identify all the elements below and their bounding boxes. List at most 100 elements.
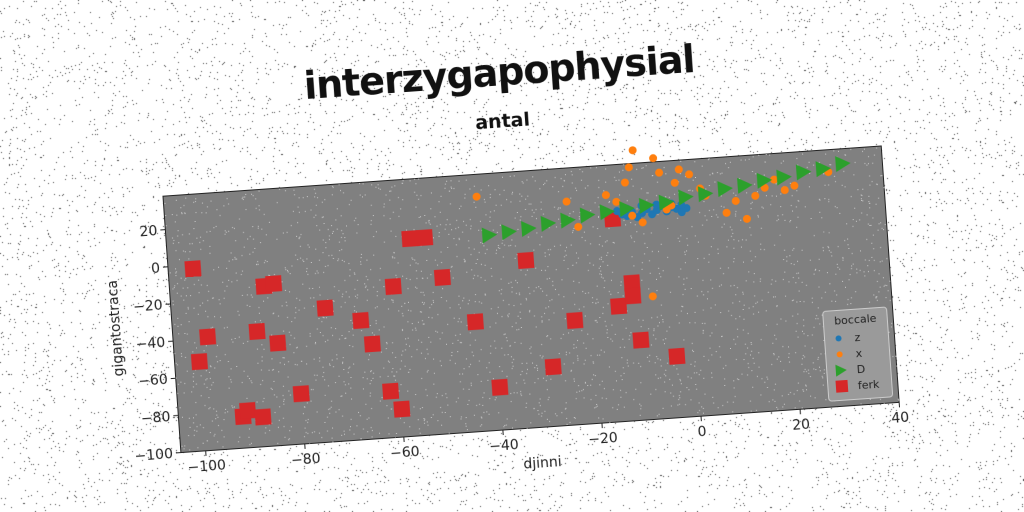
point-ferk: [416, 229, 434, 247]
series-ferk: [184, 210, 686, 426]
point-x: [649, 154, 658, 163]
point-D: [776, 169, 792, 186]
point-D: [756, 172, 773, 189]
y-tick-label: 0: [151, 260, 161, 277]
point-D: [835, 156, 851, 173]
point-ferk: [466, 313, 484, 331]
point-ferk: [239, 402, 257, 420]
point-x: [780, 186, 789, 195]
y-tick-label: 20: [139, 223, 158, 240]
point-D: [638, 197, 655, 214]
point-x: [751, 191, 760, 200]
legend-label-D: D: [856, 363, 865, 377]
x-tick-label: −100: [187, 457, 226, 476]
point-D: [521, 221, 537, 237]
legend-label-ferk: ferk: [857, 378, 880, 393]
point-D: [540, 215, 557, 232]
point-ferk: [254, 408, 272, 426]
y-tick-label: −40: [135, 335, 166, 353]
point-ferk: [292, 385, 310, 403]
legend-title: boccale: [834, 312, 877, 328]
point-ferk: [363, 335, 381, 353]
series-D: [481, 156, 851, 244]
point-ferk: [384, 277, 402, 296]
point-D: [795, 164, 812, 181]
point-ferk: [668, 347, 686, 365]
point-x: [770, 175, 779, 184]
point-ferk: [184, 260, 202, 278]
point-ferk: [248, 322, 266, 341]
point-x: [790, 181, 799, 190]
point-D: [678, 189, 694, 206]
data-marks: [184, 146, 851, 426]
x-tick-label: 0: [697, 424, 707, 441]
point-x: [612, 197, 621, 206]
point-x: [722, 208, 731, 217]
series-x: [472, 146, 833, 301]
point-x: [601, 191, 610, 200]
point-D: [815, 161, 832, 178]
x-tick-label: 40: [891, 410, 910, 427]
y-tick-label: −80: [140, 409, 171, 427]
point-ferk: [382, 382, 400, 400]
x-tick-label: −80: [291, 451, 322, 469]
point-x: [624, 163, 633, 172]
point-ferk: [517, 251, 535, 269]
point-D: [560, 212, 576, 229]
point-ferk: [566, 311, 584, 330]
point-D: [737, 177, 753, 194]
legend-marker-ferk: [835, 379, 849, 393]
x-tick-label: −60: [390, 444, 421, 462]
point-x: [760, 183, 769, 192]
point-x: [638, 218, 647, 227]
point-ferk: [265, 275, 283, 293]
y-tick-label: −20: [133, 298, 164, 316]
point-ferk: [199, 328, 217, 346]
point-D: [717, 181, 733, 198]
plot-background: [162, 145, 900, 454]
x-tick-label: −20: [588, 430, 619, 448]
point-ferk: [352, 311, 370, 330]
point-D: [579, 207, 596, 224]
x-tick-label: −40: [489, 437, 520, 455]
point-x: [628, 211, 637, 220]
point-ferk: [623, 274, 641, 292]
point-ferk: [544, 358, 562, 376]
point-ferk: [610, 297, 628, 315]
plot-area: [162, 145, 900, 454]
legend-marker-D: [835, 364, 847, 377]
y-tick-label: −60: [138, 372, 169, 390]
point-D: [599, 204, 616, 221]
point-ferk: [624, 287, 642, 305]
legend-box: [822, 306, 894, 402]
point-D: [619, 201, 635, 218]
point-x: [562, 197, 571, 206]
point-D: [658, 194, 675, 211]
point-ferk: [269, 334, 287, 352]
point-ferk: [433, 268, 451, 287]
point-D: [501, 224, 517, 241]
point-x: [620, 178, 629, 187]
point-ferk: [491, 378, 509, 396]
x-axis-label: djinni: [523, 454, 562, 473]
point-D: [697, 186, 714, 203]
y-axis-label: gigantostraca: [105, 280, 128, 377]
point-x: [655, 168, 664, 177]
x-tick-label: 20: [792, 417, 811, 434]
point-ferk: [632, 331, 650, 349]
point-x: [685, 170, 694, 179]
point-ferk: [190, 353, 208, 371]
legend-label-x: x: [855, 347, 863, 360]
point-x: [670, 178, 679, 187]
point-ferk: [316, 299, 334, 317]
legend-marker-x: [836, 351, 843, 358]
legend-marker-z: [835, 335, 842, 342]
point-z: [652, 200, 661, 209]
y-tick-label: −100: [134, 446, 173, 465]
point-x: [628, 146, 637, 155]
point-D: [481, 227, 498, 244]
